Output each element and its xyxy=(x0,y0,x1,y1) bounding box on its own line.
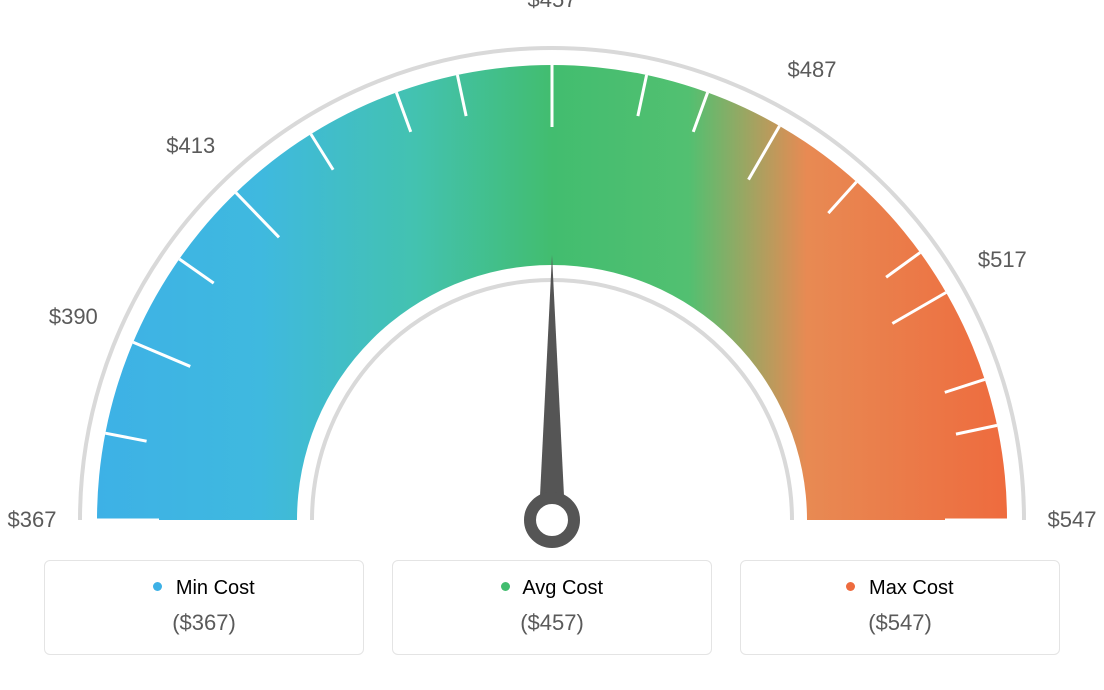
legend-row: Min Cost ($367) Avg Cost ($457) Max Cost… xyxy=(0,560,1104,655)
legend-card-max: Max Cost ($547) xyxy=(740,560,1060,655)
gauge-tick-label: $547 xyxy=(1048,507,1097,533)
legend-min-title-row: Min Cost xyxy=(45,577,363,600)
gauge-chart: $367 $390 $413 $457 $487 $517 $547 xyxy=(0,0,1104,560)
legend-min-value: ($367) xyxy=(45,610,363,636)
legend-avg-value: ($457) xyxy=(393,610,711,636)
legend-max-title-row: Max Cost xyxy=(741,577,1059,600)
gauge-svg xyxy=(0,0,1104,560)
legend-card-avg: Avg Cost ($457) xyxy=(392,560,712,655)
legend-avg-dot xyxy=(501,582,510,591)
gauge-tick-label: $367 xyxy=(8,507,57,533)
legend-min-dot xyxy=(153,582,162,591)
gauge-tick-label: $517 xyxy=(978,247,1027,273)
legend-max-title: Max Cost xyxy=(869,577,953,599)
gauge-tick-label: $390 xyxy=(49,304,98,330)
legend-avg-title: Avg Cost xyxy=(522,577,603,599)
legend-avg-title-row: Avg Cost xyxy=(393,577,711,600)
legend-card-min: Min Cost ($367) xyxy=(44,560,364,655)
legend-max-value: ($547) xyxy=(741,610,1059,636)
gauge-tick-label: $413 xyxy=(166,133,215,159)
legend-min-title: Min Cost xyxy=(176,577,255,599)
gauge-tick-label: $457 xyxy=(528,0,577,13)
gauge-tick-label: $487 xyxy=(788,57,837,83)
legend-max-dot xyxy=(846,582,855,591)
